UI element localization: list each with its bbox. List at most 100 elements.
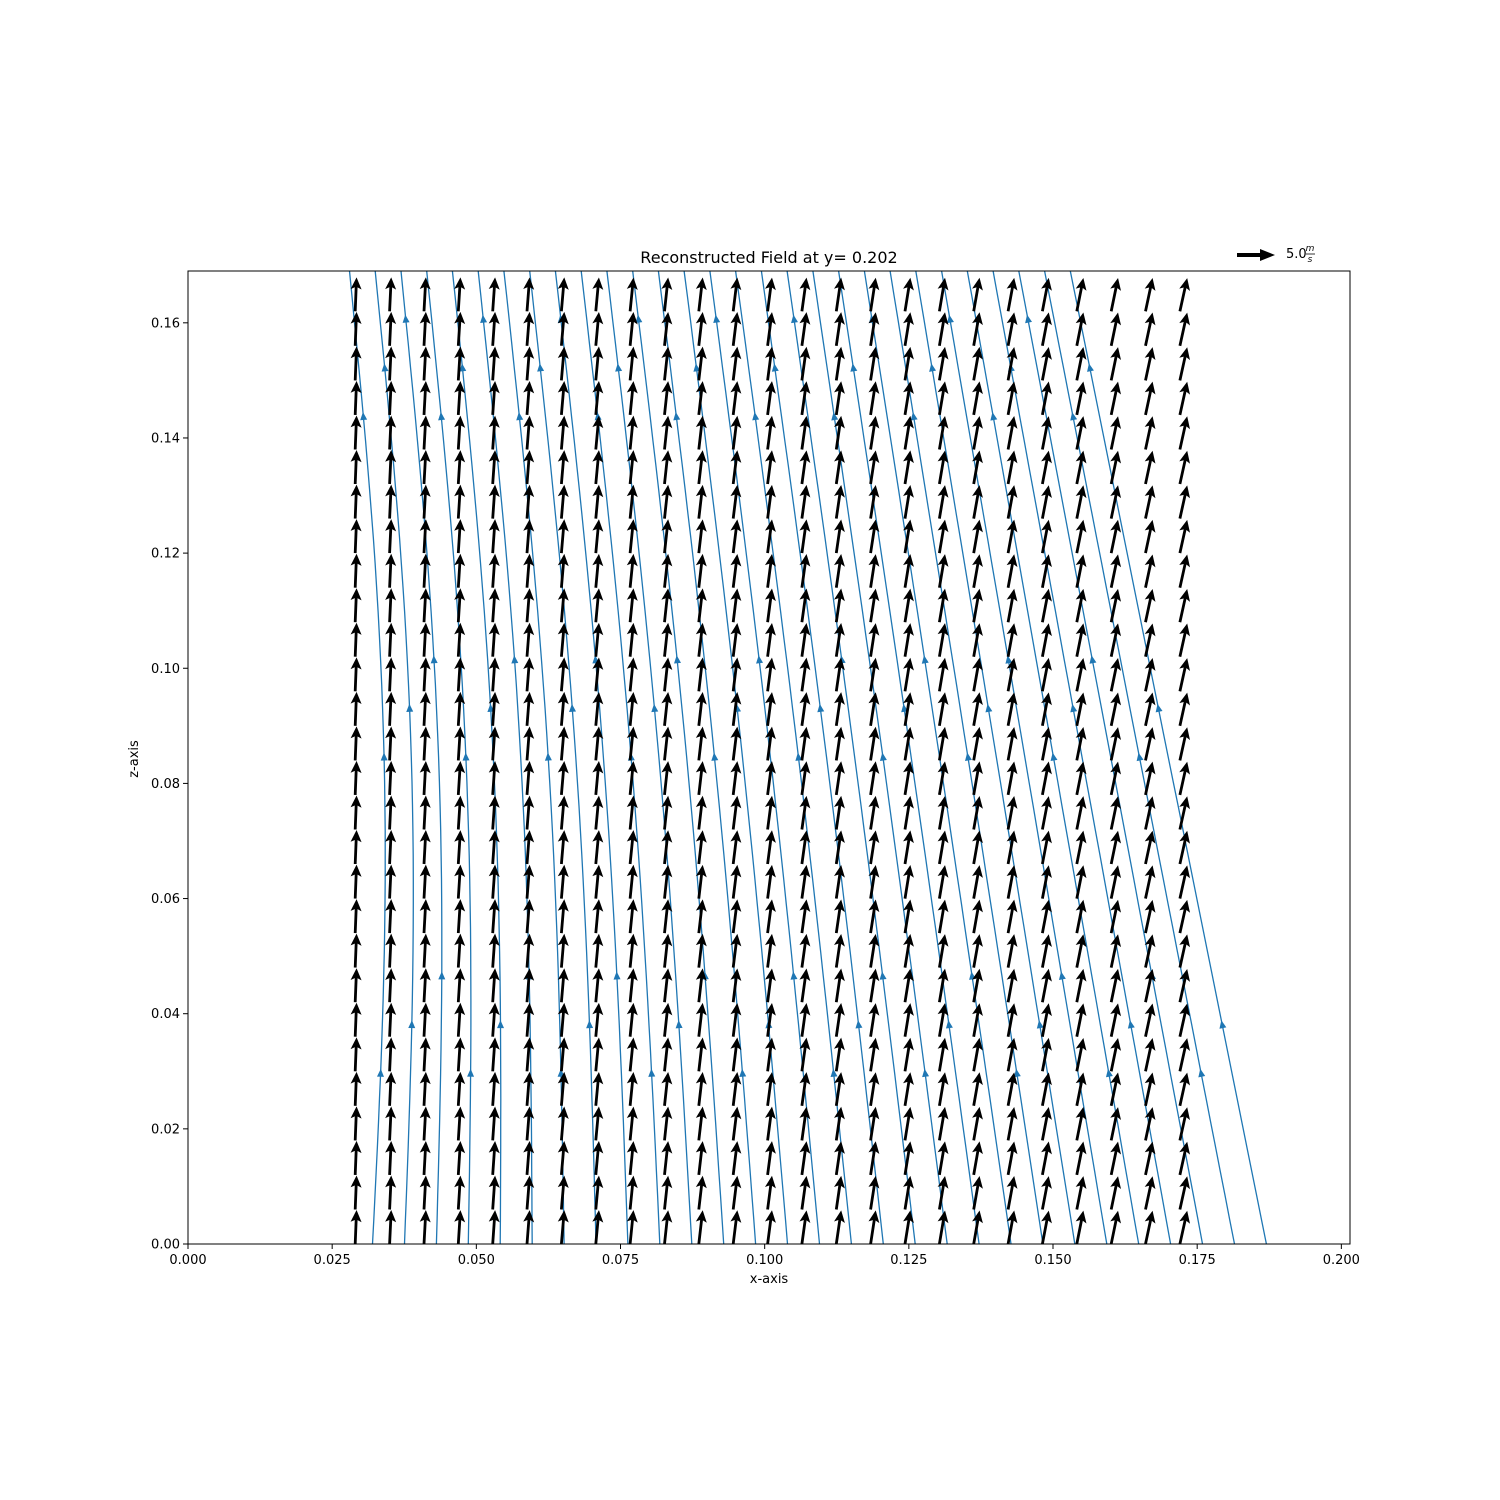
quiver-arrow bbox=[799, 450, 811, 485]
quiver-arrow bbox=[385, 484, 397, 519]
quiver-arrow bbox=[695, 830, 707, 865]
quiver-arrow bbox=[523, 899, 535, 934]
quiver-arrow bbox=[730, 899, 742, 934]
quiver-arrow bbox=[868, 1210, 880, 1245]
quiver-arrow bbox=[1144, 381, 1156, 416]
quiver-arrow bbox=[626, 968, 638, 1003]
quiver-arrow bbox=[419, 1210, 431, 1245]
quiver-arrow bbox=[972, 554, 983, 588]
quiver-arrow bbox=[592, 622, 604, 657]
quiver-arrow bbox=[799, 554, 811, 588]
quiver-arrow bbox=[1178, 899, 1190, 934]
quiver-arrow bbox=[557, 1106, 569, 1141]
quiver-arrow bbox=[419, 588, 431, 623]
quiver-arrow bbox=[1006, 865, 1018, 899]
quiver-arrow bbox=[903, 1003, 914, 1037]
quiver-arrow bbox=[1178, 934, 1190, 968]
streamline-arrowhead bbox=[569, 703, 577, 713]
quiver-arrow bbox=[488, 657, 500, 692]
quiver-arrow bbox=[419, 277, 431, 312]
quiver-arrow bbox=[454, 1106, 466, 1141]
quiver-arrow bbox=[626, 484, 638, 519]
quiver-arrow bbox=[1109, 865, 1122, 899]
streamlines-layer bbox=[348, 270, 1268, 1245]
quiver-arrow bbox=[626, 830, 638, 865]
quiver-arrow bbox=[730, 519, 742, 554]
quiver-arrow bbox=[972, 692, 983, 727]
quiver-arrow bbox=[1178, 588, 1190, 623]
quiver-arrow bbox=[454, 553, 466, 588]
quiver-arrow bbox=[903, 312, 914, 347]
quiver-arrow bbox=[937, 346, 949, 381]
streamline-arrowhead bbox=[406, 703, 414, 712]
quiver-arrow bbox=[799, 312, 811, 346]
quiver-arrow bbox=[1144, 968, 1156, 1003]
streamline bbox=[400, 270, 443, 1245]
quiver-arrow bbox=[1006, 1072, 1018, 1107]
quiver-arrow bbox=[903, 899, 914, 934]
quiver-arrow bbox=[557, 381, 569, 416]
quiver-arrow bbox=[661, 553, 673, 588]
quiver-arrow bbox=[1144, 554, 1156, 588]
quiver-arrow bbox=[523, 1002, 535, 1037]
quiver-arrow bbox=[523, 1210, 535, 1245]
quiver-arrow bbox=[1178, 968, 1190, 1003]
quiver-arrow bbox=[661, 864, 673, 899]
streamline-arrowhead bbox=[615, 363, 623, 372]
streamline-arrowhead bbox=[674, 655, 681, 664]
quiver-arrow bbox=[626, 691, 638, 726]
quiver-arrow bbox=[695, 1175, 707, 1210]
quiver-arrow bbox=[764, 726, 776, 761]
quiver-arrow bbox=[1006, 1141, 1018, 1176]
y-axis-ticks: 0.00 0.02 0.04 0.06 0.08 0.10 0.12 0.14 0.16 bbox=[151, 316, 188, 1253]
quiver-arrow bbox=[730, 830, 742, 865]
quiver-arrow bbox=[385, 588, 397, 623]
quiver-arrow bbox=[523, 622, 535, 657]
quiver-arrow bbox=[1006, 657, 1018, 692]
streamline-arrowhead bbox=[771, 363, 779, 372]
streamline-arrowhead bbox=[1136, 752, 1144, 762]
quiver-arrow bbox=[385, 726, 397, 761]
quiver-arrow bbox=[626, 519, 638, 554]
quiver-arrow bbox=[661, 1141, 673, 1176]
quiver-arrow bbox=[730, 415, 742, 450]
quiver-arrow bbox=[385, 657, 397, 692]
streamline-arrowhead bbox=[965, 752, 972, 762]
quiver-arrow bbox=[350, 519, 362, 554]
quiver-arrow bbox=[799, 1175, 811, 1210]
streamline-arrowhead bbox=[544, 752, 552, 761]
quiver-arrow bbox=[1178, 554, 1190, 589]
quiver-arrow bbox=[868, 1072, 880, 1107]
streamline-arrowhead bbox=[1013, 1068, 1021, 1078]
quiver-arrow bbox=[764, 1175, 776, 1210]
quiver-arrow bbox=[1144, 1210, 1156, 1245]
quiver-arrow bbox=[1178, 1072, 1190, 1107]
quiver-arrow bbox=[385, 622, 397, 657]
quiver-arrow bbox=[1178, 865, 1190, 899]
quiver-arrow bbox=[385, 1140, 397, 1175]
quiver-arrow bbox=[1144, 865, 1156, 899]
quiver-arrow bbox=[937, 588, 949, 623]
streamline bbox=[477, 270, 533, 1245]
quiver-arrow bbox=[1144, 761, 1156, 796]
streamline-arrowhead bbox=[739, 1068, 747, 1077]
streamline-arrowhead bbox=[1198, 1068, 1206, 1078]
x-tick-label: 0.150 bbox=[1034, 1253, 1071, 1268]
quiver-arrow bbox=[454, 691, 466, 726]
quiver-arrow bbox=[1109, 312, 1122, 347]
quiver-arrow bbox=[695, 484, 707, 519]
quiver-arrow bbox=[592, 864, 604, 899]
quiver-arrow bbox=[1109, 1072, 1122, 1107]
quiver-arrow bbox=[972, 1141, 983, 1176]
quiver-arrow bbox=[523, 346, 535, 381]
quiver-arrow bbox=[1075, 830, 1087, 865]
quiver-arrow bbox=[1109, 623, 1122, 657]
quiver-arrow bbox=[1075, 381, 1087, 416]
quiver-arrow bbox=[523, 277, 535, 312]
quiver-arrow bbox=[937, 450, 949, 485]
quiver-arrow bbox=[1178, 1141, 1190, 1176]
quiver-arrow bbox=[764, 1141, 776, 1176]
quiver-arrow bbox=[1144, 899, 1156, 934]
quiver-arrow bbox=[523, 311, 535, 346]
quiver-key-arrow bbox=[1237, 249, 1275, 261]
